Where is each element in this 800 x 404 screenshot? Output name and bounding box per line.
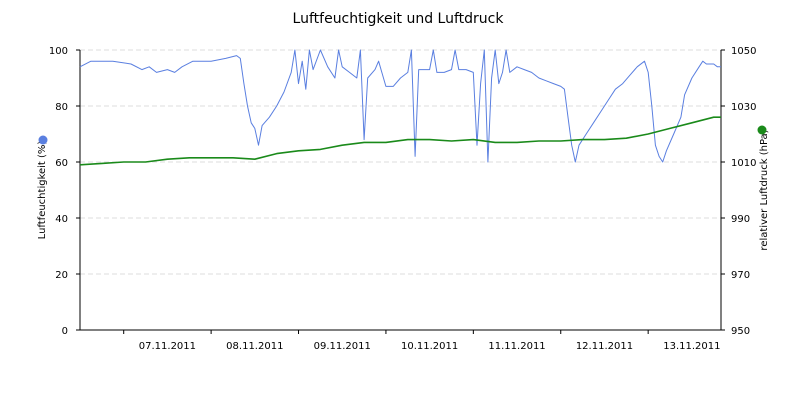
left-axis-tick-label: 80 — [55, 102, 68, 113]
right-axis-tick-label: 1010 — [731, 158, 756, 169]
left-axis-tick-label: 60 — [55, 158, 68, 169]
left-axis-title: Luftfeuchtigkeit (%) — [37, 141, 48, 240]
right-axis-tick-label: 1030 — [731, 102, 756, 113]
x-axis-tick-label: 12.11.2011 — [576, 341, 633, 352]
left-axis-tick-label: 100 — [49, 46, 68, 57]
right-axis-tick-label: 970 — [731, 270, 750, 281]
x-axis-tick-label: 10.11.2011 — [401, 341, 458, 352]
axes-layer — [76, 49, 725, 334]
label-layer: 0 20 40 60 80 100 950 970 990 1010 1030 1050 07.11.2… — [37, 46, 770, 352]
humidity-series-line — [79, 49, 721, 163]
series-layer — [79, 49, 721, 166]
grid-layer — [80, 49, 721, 275]
chart-title: Luftfeuchtigkeit und Luftdruck — [293, 11, 505, 27]
x-axis-tick-label: 07.11.2011 — [139, 341, 196, 352]
left-axis-tick-label: 40 — [55, 214, 68, 225]
left-axis-tick-label: 20 — [55, 270, 68, 281]
x-axis-tick-label: 09.11.2011 — [314, 341, 371, 352]
right-axis-title: relativer Luftdruck (hPa) — [759, 129, 770, 250]
left-axis-tick-label: 0 — [62, 326, 68, 337]
right-axis-tick-label: 1050 — [731, 46, 756, 57]
x-axis-tick-label: 11.11.2011 — [488, 341, 545, 352]
x-axis-tick-label: 13.11.2011 — [663, 341, 720, 352]
pressure-series-line — [79, 116, 721, 166]
humidity-legend-marker — [38, 135, 48, 145]
right-axis-tick-label: 990 — [731, 214, 750, 225]
pressure-legend-marker — [757, 125, 767, 135]
right-axis-tick-label: 950 — [731, 326, 750, 337]
x-axis-tick-label: 08.11.2011 — [226, 341, 283, 352]
